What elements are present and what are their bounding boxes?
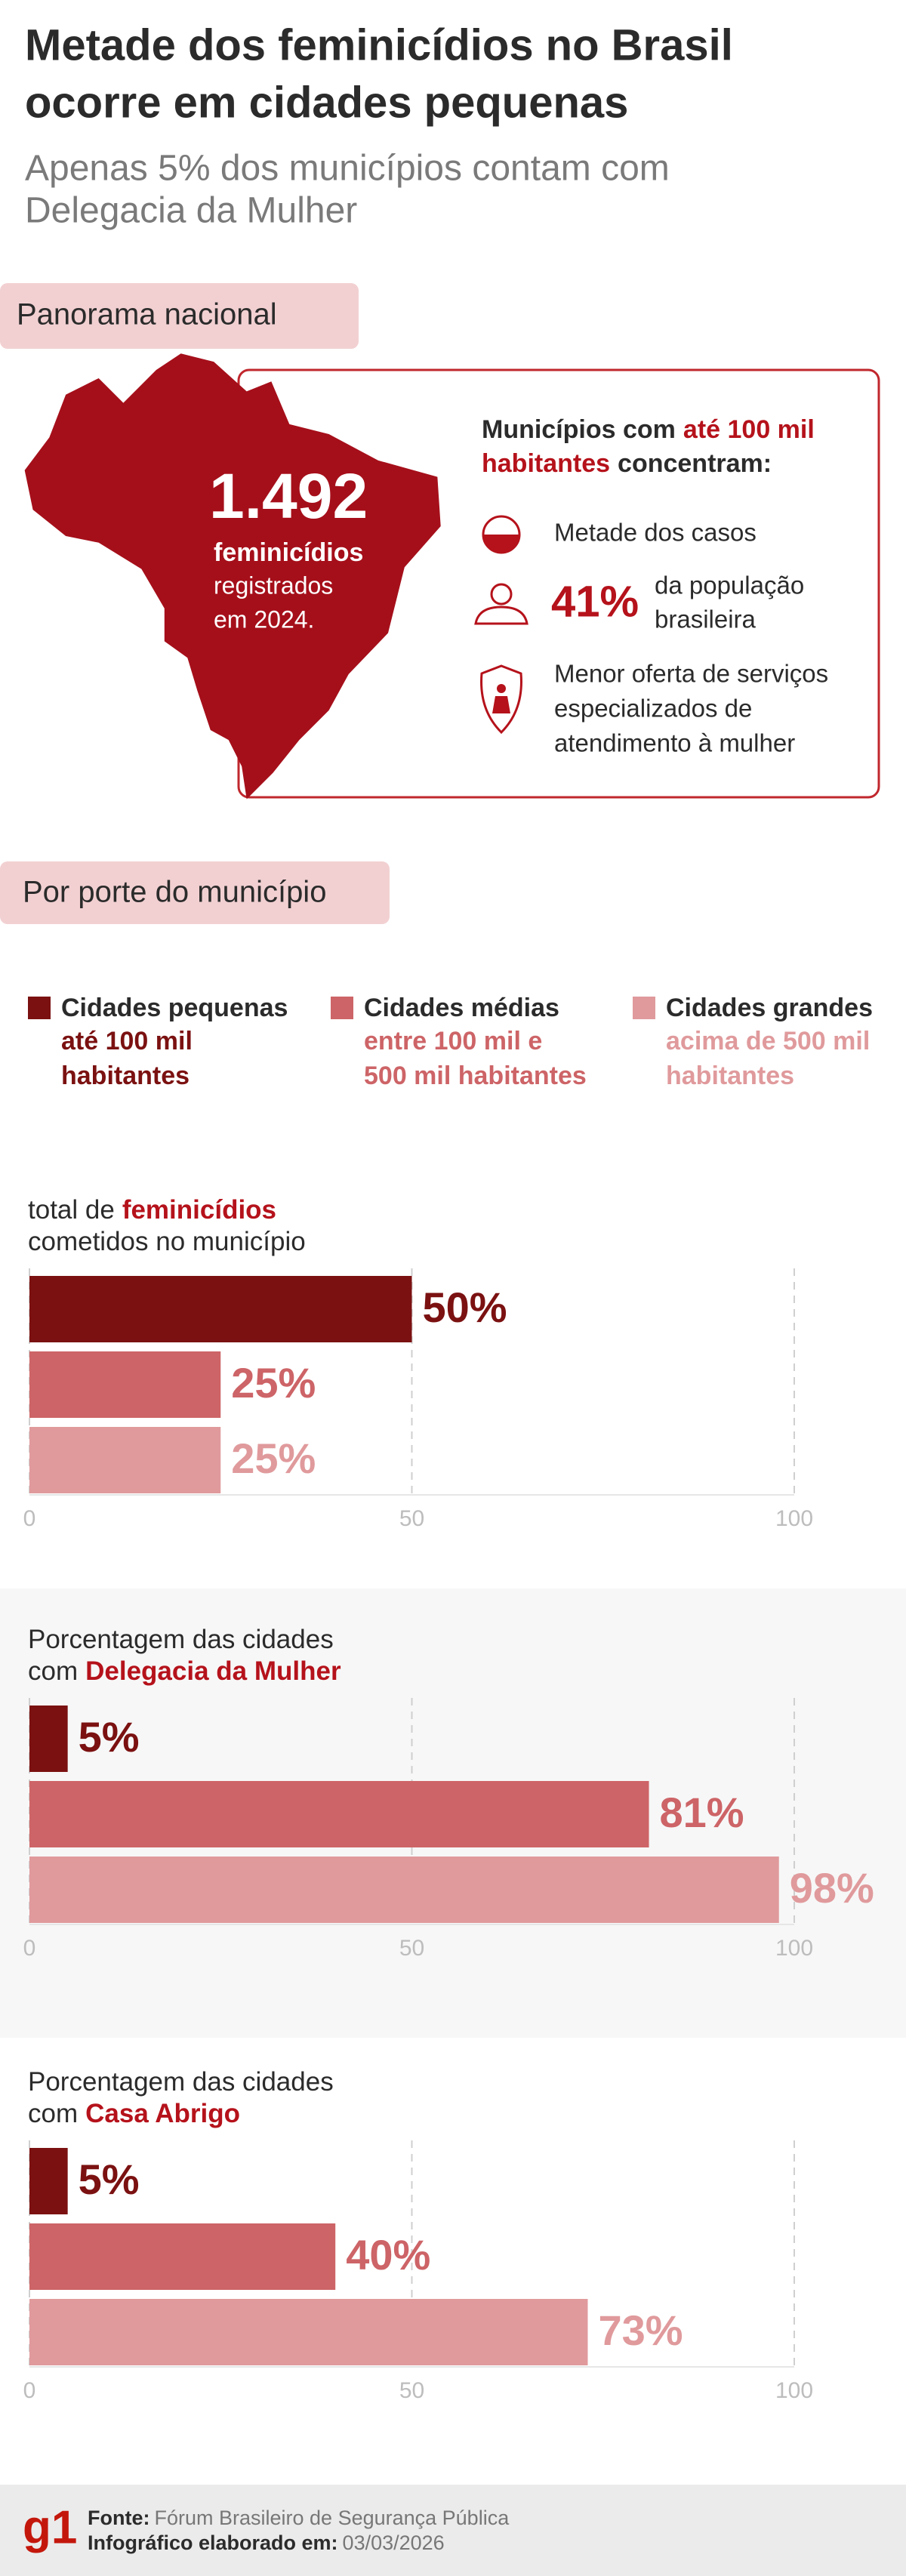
item-text: atendimento à mulher [554, 729, 795, 757]
big-number: 1.492 [209, 461, 368, 532]
value-label: 25% [231, 1359, 316, 1407]
text-part: cometidos no município [28, 1227, 306, 1256]
count-detail: em 2024. [214, 605, 314, 633]
bar [29, 2223, 336, 2290]
legend-name: Cidades pequenas [61, 994, 288, 1022]
date: 03/03/2026 [343, 2531, 445, 2554]
text-part: concentram: [618, 449, 772, 478]
text-part: feminicídios [122, 1195, 276, 1225]
badge-icon [480, 664, 522, 735]
chart-title: com Delegacia da Mulher [28, 1656, 341, 1686]
text-part: Porcentagem das cidades [28, 2067, 334, 2097]
legend-detail: até 100 mil [61, 1027, 193, 1055]
chart-title: com Casa Abrigo [28, 2099, 240, 2128]
text-part: até 100 mil [683, 415, 815, 444]
value-label: 5% [79, 2155, 140, 2203]
chart-title: total de feminicídios [28, 1195, 276, 1225]
source-label: Fonte: [88, 2507, 149, 2529]
value-label: 98% [790, 1864, 874, 1912]
footer-source: Fonte: Fórum Brasileiro de Segurança Públ… [88, 2507, 510, 2529]
value-label: 25% [231, 1434, 316, 1482]
legend-detail: entre 100 mil e [364, 1027, 542, 1055]
item-text: brasileira [655, 605, 757, 633]
text-part: com [28, 2099, 78, 2128]
date-label: Infográfico elaborado em: [88, 2531, 338, 2554]
bar [29, 1351, 221, 1418]
bar [29, 2148, 68, 2214]
value-label: 40% [346, 2231, 430, 2279]
chart-title: Porcentagem das cidades [28, 2067, 334, 2097]
bar [29, 1427, 221, 1493]
x-tick-label: 50 [399, 1506, 424, 1531]
text-part: Delegacia da Mulher [85, 1656, 341, 1686]
section-heading: Panorama nacional [17, 298, 277, 331]
subtitle: Delegacia da Mulher [25, 191, 357, 231]
section-pill [0, 861, 390, 924]
bar [29, 2299, 588, 2365]
logo: g1 [23, 2501, 77, 2553]
legend-name: Cidades grandes [666, 994, 873, 1022]
legend-swatch [28, 997, 51, 1019]
value-label: 50% [423, 1283, 507, 1331]
value-label: 73% [598, 2306, 683, 2354]
value-label: 81% [660, 1789, 744, 1836]
pie-icon [482, 515, 521, 554]
person-icon [474, 583, 528, 625]
x-tick-label: 100 [775, 1506, 813, 1531]
section-heading: Por porte do município [23, 876, 326, 909]
text-part: com [28, 1656, 78, 1686]
x-tick-label: 50 [399, 2378, 424, 2403]
legend-name: Cidades médias [364, 994, 559, 1022]
title: Metade dos feminicídios no Brasil [25, 20, 733, 69]
text-part: Casa Abrigo [85, 2099, 240, 2128]
brazil-map [24, 353, 441, 800]
value-label: 5% [79, 1713, 140, 1761]
chart-title: Porcentagem das cidades [28, 1625, 334, 1654]
footer-date: Infográfico elaborado em: 03/03/2026 [88, 2531, 445, 2554]
item-text: Metade dos casos [554, 519, 757, 547]
item-text: especializados de [554, 695, 752, 723]
subtitle: Apenas 5% dos municípios contam com [25, 149, 670, 189]
x-tick-label: 0 [23, 2378, 36, 2403]
legend-detail: habitantes [666, 1062, 794, 1090]
item-text: da população [655, 572, 804, 599]
legend-swatch [331, 997, 353, 1019]
legend-swatch [633, 997, 655, 1019]
bar [29, 1276, 412, 1342]
x-tick-label: 100 [775, 2378, 813, 2403]
bar [29, 1706, 68, 1772]
text-part: Porcentagem das cidades [28, 1625, 334, 1654]
text-part: total de [28, 1195, 115, 1225]
x-tick-label: 0 [23, 1506, 36, 1531]
legend-detail: 500 mil habitantes [364, 1062, 587, 1090]
bar [29, 1857, 779, 1923]
section-pill [0, 283, 359, 349]
title: ocorre em cidades pequenas [25, 78, 628, 127]
x-tick-label: 0 [23, 1936, 36, 1961]
bar [29, 1781, 649, 1847]
chart-title: cometidos no município [28, 1227, 306, 1256]
box-heading: habitantes concentram: [482, 449, 772, 478]
footer-bg [0, 2485, 906, 2576]
legend-detail: acima de 500 mil [666, 1027, 870, 1055]
item-figure: 41% [551, 577, 639, 626]
source: Fórum Brasileiro de Segurança Pública [154, 2507, 510, 2529]
box-heading: Municípios com até 100 mil [482, 415, 815, 444]
count-label: feminicídios [214, 538, 363, 567]
x-tick-label: 50 [399, 1936, 424, 1961]
x-tick-label: 100 [775, 1936, 813, 1961]
text-part: habitantes [482, 449, 610, 478]
count-detail: registrados [214, 572, 333, 599]
item-text: Menor oferta de serviços [554, 660, 828, 688]
legend-detail: habitantes [61, 1062, 190, 1090]
text-part: Municípios com [482, 415, 676, 444]
